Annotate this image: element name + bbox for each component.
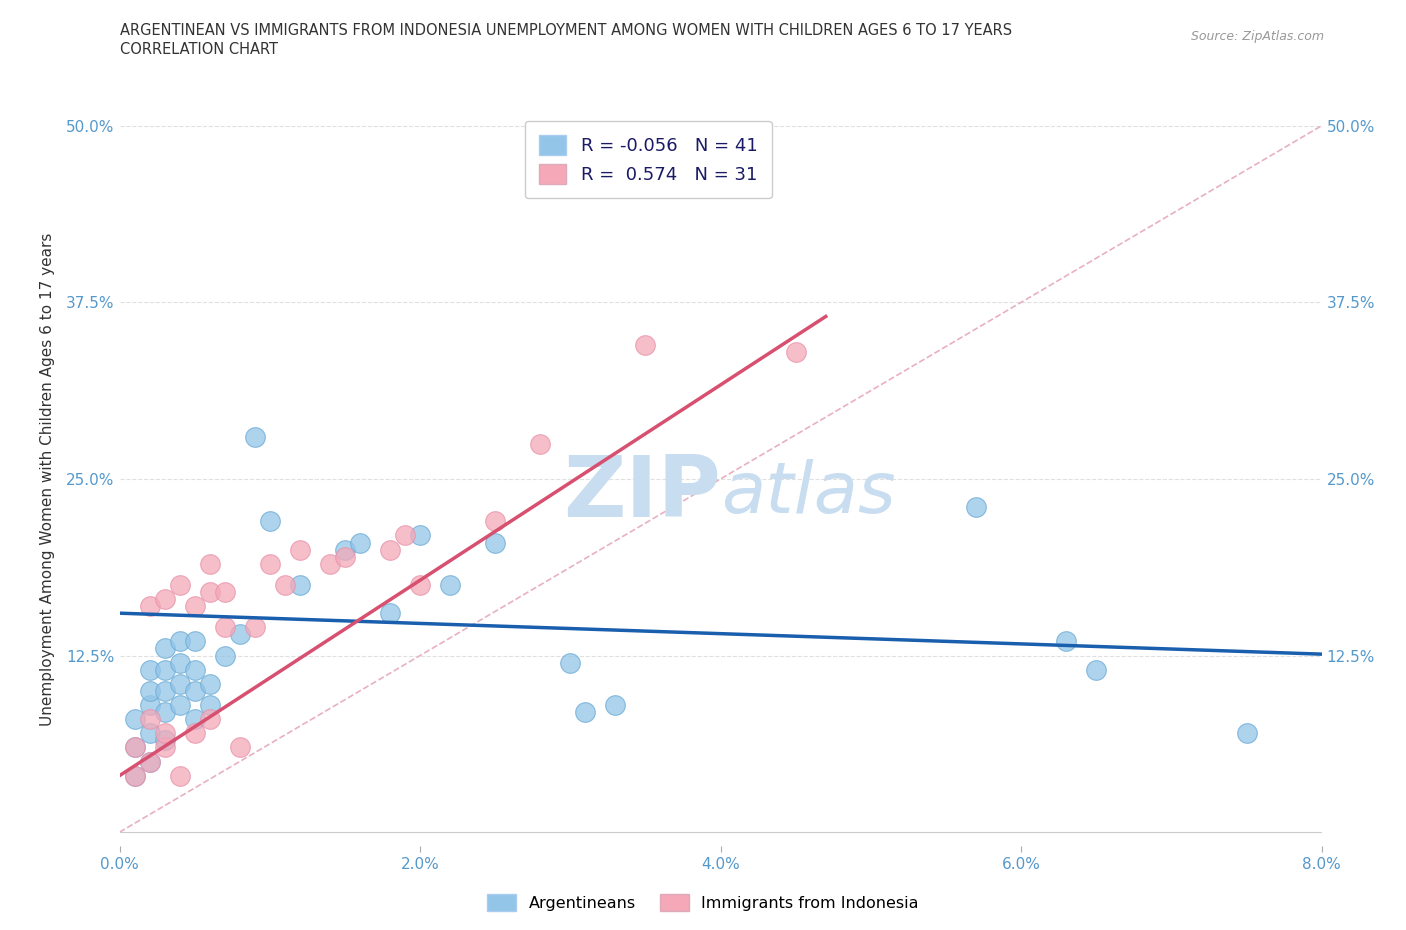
- Point: [198, 711, 221, 726]
- Text: ARGENTINEAN VS IMMIGRANTS FROM INDONESIA UNEMPLOYMENT AMONG WOMEN WITH CHILDREN : ARGENTINEAN VS IMMIGRANTS FROM INDONESIA…: [120, 23, 1012, 38]
- Point: [198, 698, 221, 712]
- Point: [169, 768, 191, 783]
- Text: Source: ZipAtlas.com: Source: ZipAtlas.com: [1191, 30, 1324, 43]
- Point: [153, 662, 176, 677]
- Point: [169, 676, 191, 691]
- Point: [138, 754, 160, 769]
- Point: [169, 578, 191, 592]
- Point: [785, 344, 807, 359]
- Point: [124, 711, 146, 726]
- Point: [138, 684, 160, 698]
- Point: [560, 656, 582, 671]
- Point: [138, 599, 160, 614]
- Point: [198, 585, 221, 600]
- Point: [138, 711, 160, 726]
- Point: [349, 535, 371, 550]
- Point: [198, 556, 221, 571]
- Point: [169, 698, 191, 712]
- Point: [138, 754, 160, 769]
- Point: [243, 429, 266, 444]
- Point: [409, 528, 432, 543]
- Y-axis label: Unemployment Among Women with Children Ages 6 to 17 years: Unemployment Among Women with Children A…: [39, 232, 55, 725]
- Point: [183, 634, 205, 649]
- Legend: Argentineans, Immigrants from Indonesia: Argentineans, Immigrants from Indonesia: [481, 888, 925, 917]
- Point: [319, 556, 342, 571]
- Point: [169, 634, 191, 649]
- Point: [484, 535, 506, 550]
- Point: [333, 542, 356, 557]
- Point: [439, 578, 461, 592]
- Point: [214, 620, 236, 635]
- Point: [605, 698, 627, 712]
- Point: [288, 542, 311, 557]
- Point: [574, 705, 596, 720]
- Point: [153, 705, 176, 720]
- Point: [138, 725, 160, 740]
- Point: [198, 676, 221, 691]
- Point: [183, 599, 205, 614]
- Point: [183, 711, 205, 726]
- Point: [259, 556, 281, 571]
- Point: [484, 514, 506, 529]
- Point: [634, 338, 657, 352]
- Text: ZIP: ZIP: [562, 452, 720, 535]
- Point: [138, 662, 160, 677]
- Point: [124, 740, 146, 755]
- Point: [153, 684, 176, 698]
- Point: [1054, 634, 1077, 649]
- Point: [965, 499, 987, 514]
- Point: [153, 733, 176, 748]
- Text: atlas: atlas: [720, 459, 896, 528]
- Point: [1236, 725, 1258, 740]
- Legend: R = -0.056   N = 41, R =  0.574   N = 31: R = -0.056 N = 41, R = 0.574 N = 31: [524, 121, 772, 198]
- Point: [124, 740, 146, 755]
- Point: [183, 725, 205, 740]
- Point: [138, 698, 160, 712]
- Point: [274, 578, 297, 592]
- Point: [124, 768, 146, 783]
- Point: [124, 768, 146, 783]
- Text: CORRELATION CHART: CORRELATION CHART: [120, 42, 277, 57]
- Point: [529, 436, 551, 451]
- Point: [378, 605, 401, 620]
- Point: [228, 740, 252, 755]
- Point: [259, 514, 281, 529]
- Point: [333, 550, 356, 565]
- Point: [153, 591, 176, 606]
- Point: [1085, 662, 1108, 677]
- Point: [214, 585, 236, 600]
- Point: [228, 627, 252, 642]
- Point: [183, 684, 205, 698]
- Point: [394, 528, 416, 543]
- Point: [169, 656, 191, 671]
- Point: [243, 620, 266, 635]
- Point: [288, 578, 311, 592]
- Point: [214, 648, 236, 663]
- Point: [153, 740, 176, 755]
- Point: [409, 578, 432, 592]
- Point: [183, 662, 205, 677]
- Point: [153, 725, 176, 740]
- Point: [153, 641, 176, 656]
- Point: [378, 542, 401, 557]
